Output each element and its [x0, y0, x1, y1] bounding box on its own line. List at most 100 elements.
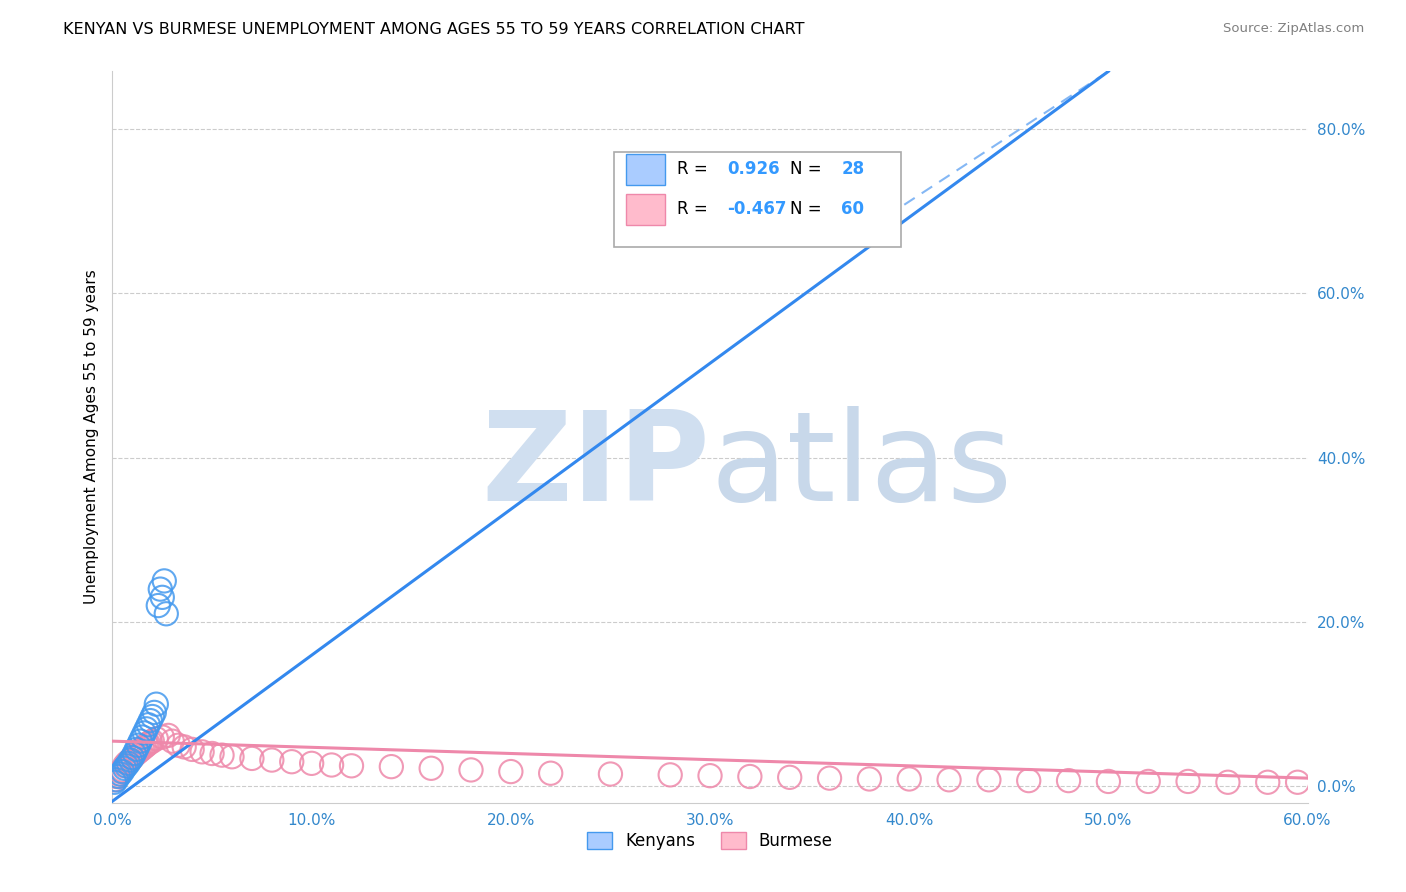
Point — [103, 775, 125, 789]
Point — [139, 714, 162, 728]
Bar — [627, 154, 665, 185]
Point — [127, 739, 149, 753]
Point — [738, 770, 761, 784]
Text: R =: R = — [676, 200, 713, 218]
Point — [1286, 775, 1309, 789]
Point — [107, 767, 129, 781]
Point — [221, 749, 243, 764]
Point — [1177, 774, 1199, 789]
Text: -0.467: -0.467 — [727, 200, 786, 218]
Point — [1257, 775, 1279, 789]
Point — [143, 706, 166, 720]
Point — [240, 751, 263, 765]
Point — [148, 599, 170, 613]
Point — [139, 735, 162, 749]
Point — [201, 747, 224, 761]
Point — [155, 607, 177, 621]
Point — [124, 748, 146, 763]
Point — [340, 759, 363, 773]
Text: 28: 28 — [842, 160, 865, 178]
Text: 60: 60 — [842, 200, 865, 218]
Point — [121, 750, 143, 764]
Text: Source: ZipAtlas.com: Source: ZipAtlas.com — [1223, 22, 1364, 36]
Point — [281, 755, 304, 769]
Point — [135, 739, 157, 753]
Point — [110, 764, 132, 779]
Point — [162, 734, 183, 748]
Point — [659, 768, 682, 782]
Point — [105, 770, 128, 784]
Point — [858, 220, 880, 235]
Point — [167, 739, 190, 753]
Point — [115, 759, 138, 773]
Point — [135, 722, 157, 736]
Point — [181, 742, 204, 756]
Point — [141, 709, 163, 723]
Point — [380, 759, 402, 773]
Point — [114, 759, 135, 773]
Point — [124, 747, 146, 761]
Point — [120, 753, 142, 767]
Point — [818, 771, 841, 785]
Point — [141, 734, 163, 748]
Point — [1057, 773, 1080, 788]
Point — [138, 737, 160, 751]
Point — [779, 770, 801, 784]
Point — [540, 766, 562, 780]
Point — [107, 770, 129, 784]
Point — [129, 743, 152, 757]
Bar — [627, 194, 665, 225]
Text: ZIP: ZIP — [481, 406, 710, 527]
Point — [125, 742, 148, 756]
Point — [191, 745, 214, 759]
Text: R =: R = — [676, 160, 713, 178]
Point — [460, 763, 482, 777]
Point — [1216, 775, 1239, 789]
Point — [938, 772, 960, 787]
Point — [157, 728, 180, 742]
Point — [1137, 774, 1160, 789]
Point — [1097, 774, 1119, 789]
Point — [1018, 773, 1040, 788]
Point — [150, 730, 173, 744]
Point — [150, 591, 173, 605]
Point — [117, 755, 139, 769]
Point — [138, 717, 160, 731]
Point — [149, 582, 172, 596]
Text: N =: N = — [790, 200, 827, 218]
Text: atlas: atlas — [710, 406, 1012, 527]
Bar — [614, 152, 901, 247]
Text: 0.926: 0.926 — [727, 160, 779, 178]
Point — [898, 772, 921, 786]
Point — [103, 772, 125, 787]
Point — [321, 758, 343, 772]
Point — [120, 753, 142, 767]
Point — [105, 772, 128, 787]
Legend: Kenyans, Burmese: Kenyans, Burmese — [581, 825, 839, 856]
Point — [420, 761, 443, 775]
Point — [211, 748, 233, 763]
Point — [131, 741, 153, 756]
Point — [145, 697, 167, 711]
Point — [599, 767, 621, 781]
Point — [129, 734, 152, 748]
Point — [260, 753, 283, 767]
Point — [131, 730, 153, 744]
Point — [134, 739, 156, 754]
Point — [134, 726, 156, 740]
Text: N =: N = — [790, 160, 827, 178]
Point — [153, 574, 176, 588]
Point — [117, 756, 139, 771]
Point — [114, 761, 135, 775]
Point — [121, 750, 143, 764]
Point — [145, 731, 167, 746]
Point — [115, 756, 138, 771]
Point — [173, 739, 195, 754]
Y-axis label: Unemployment Among Ages 55 to 59 years: Unemployment Among Ages 55 to 59 years — [83, 269, 98, 605]
Point — [110, 767, 132, 781]
Point — [125, 747, 148, 761]
Point — [301, 756, 323, 771]
Text: KENYAN VS BURMESE UNEMPLOYMENT AMONG AGES 55 TO 59 YEARS CORRELATION CHART: KENYAN VS BURMESE UNEMPLOYMENT AMONG AGE… — [63, 22, 804, 37]
Point — [977, 772, 1000, 787]
Point — [858, 772, 880, 786]
